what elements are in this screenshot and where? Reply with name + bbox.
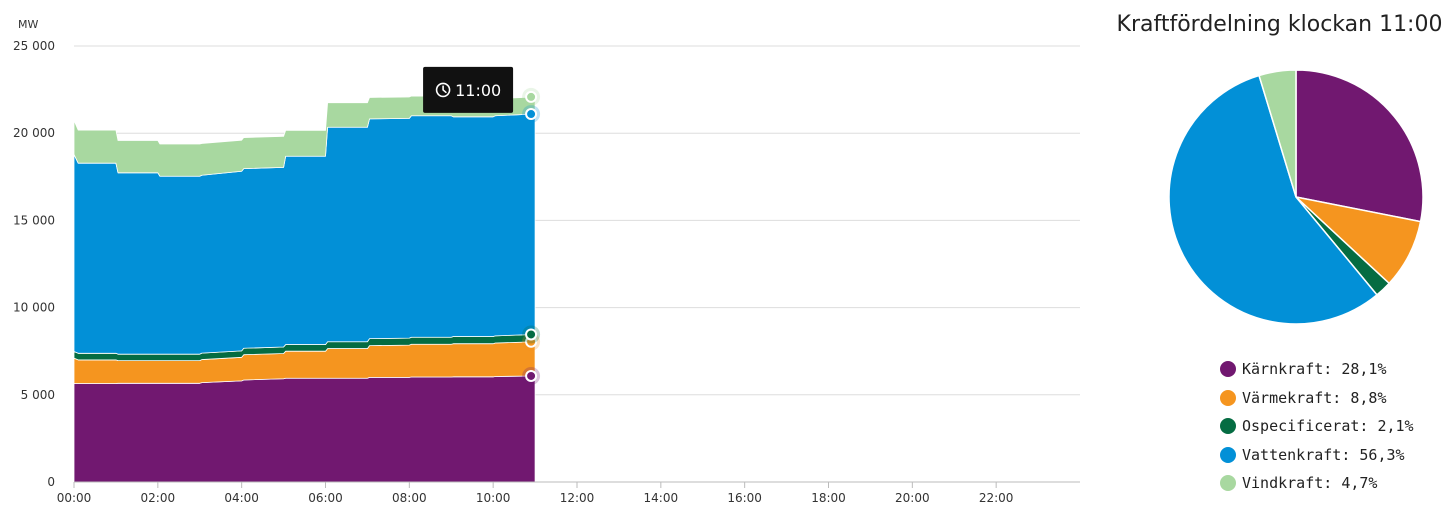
x-tick-label: 02:00 [141, 491, 176, 505]
y-axis-unit-label: MW [18, 18, 38, 31]
legend-label: Vindkraft: 4,7% [1242, 474, 1378, 493]
marker-kärnkraft[interactable] [525, 369, 538, 382]
tooltip-time: 11:00 [455, 81, 501, 100]
x-tick-label: 20:00 [895, 491, 930, 505]
pie-panel: Kraftfördelning klockan 11:00 Kärnkraft:… [1110, 0, 1449, 516]
y-tick-label: 25 000 [13, 39, 55, 53]
legend-label: Vattenkraft: 56,3% [1242, 445, 1405, 464]
x-tick-label: 18:00 [811, 491, 846, 505]
y-tick-label: 15 000 [13, 213, 55, 227]
x-tick-label: 16:00 [727, 491, 762, 505]
legend-label: Ospecificerat: 2,1% [1242, 417, 1414, 436]
x-tick-label: 12:00 [560, 491, 595, 505]
pie-title: Kraftfördelning klockan 11:00 [1116, 12, 1443, 37]
legend-dot-icon [1220, 446, 1236, 463]
legend-dot-icon [1220, 361, 1236, 378]
marker-ospecificerat[interactable] [525, 328, 538, 341]
x-axis-ticks: 00:00 02:00 04:00 06:00 08:00 10:00 12:00 14:00… [57, 481, 1080, 505]
legend-item-vattenkraft[interactable]: Vattenkraft: 56,3% [1220, 441, 1414, 470]
x-tick-label: 04:00 [224, 491, 259, 505]
x-tick-label: 06:00 [308, 491, 343, 505]
legend-item-värmekraft[interactable]: Värmekraft: 8,8% [1220, 384, 1414, 413]
y-tick-label: 5 000 [21, 388, 55, 402]
hover-markers [522, 87, 541, 385]
legend-item-ospecificerat[interactable]: Ospecificerat: 2,1% [1220, 412, 1414, 441]
pie-legend: Kärnkraft: 28,1% Värmekraft: 8,8% Ospecifi… [1220, 355, 1414, 498]
time-tooltip: 11:00 [423, 66, 514, 113]
clock-icon [435, 82, 451, 98]
tooltip-box [423, 66, 514, 113]
pie-chart [1168, 69, 1424, 325]
x-tick-label: 14:00 [644, 491, 679, 505]
pie-slice-vindkraft[interactable] [1258, 69, 1297, 198]
x-tick-label: 22:00 [979, 491, 1014, 505]
legend-dot-icon [1220, 389, 1236, 406]
legend-label: Kärnkraft: 28,1% [1242, 360, 1387, 379]
x-tick-label: 08:00 [392, 491, 427, 505]
marker-vindkraft[interactable] [525, 90, 538, 103]
marker-vattenkraft[interactable] [525, 108, 538, 121]
y-tick-label: 10 000 [13, 301, 55, 315]
legend-label: Värmekraft: 8,8% [1242, 388, 1387, 407]
series-areas [73, 95, 536, 483]
legend-item-vindkraft[interactable]: Vindkraft: 4,7% [1220, 469, 1414, 498]
legend-dot-icon [1220, 418, 1236, 435]
y-tick-label: 20 000 [13, 126, 55, 140]
y-tick-label: 0 [47, 475, 55, 489]
legend-dot-icon [1220, 475, 1236, 492]
series-area-kärnkraft[interactable] [73, 375, 536, 483]
legend-item-kärnkraft[interactable]: Kärnkraft: 28,1% [1220, 355, 1414, 384]
x-tick-label: 00:00 [57, 491, 92, 505]
pie-slice-kärnkraft[interactable] [1295, 69, 1424, 223]
pie-slice-vattenkraft[interactable] [1168, 74, 1379, 325]
y-axis-ticks: 25 000 20 000 15 000 10 000 5 000 0 [13, 39, 55, 489]
x-tick-label: 10:00 [476, 491, 511, 505]
